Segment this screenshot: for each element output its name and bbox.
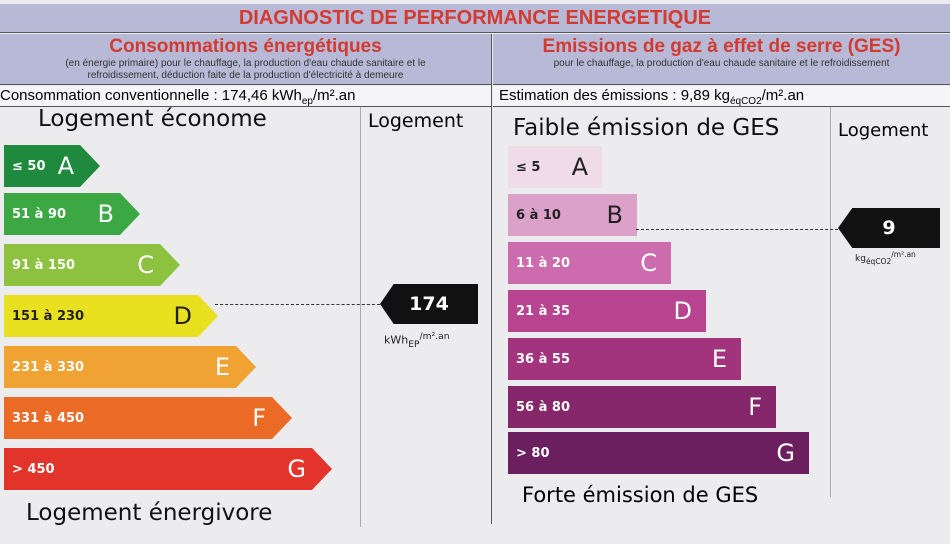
energy-unit-tail: /m².an — [419, 331, 450, 342]
ges-estimation-line: Estimation des émissions : 9,89 kgéqCO2/… — [493, 86, 950, 107]
energy-class-G-bar: > 450 G — [4, 448, 332, 490]
energy-header: Consommations énergétiques (en énergie p… — [0, 34, 491, 85]
ges-class-G-bar: > 80 G — [508, 432, 809, 474]
ges-class-letter: B — [606, 201, 623, 229]
ges-estimation-text: Estimation des émissions : 9,89 kg — [499, 87, 730, 104]
energy-class-range: ≤ 50 — [12, 158, 46, 174]
ges-class-F-bar: 56 à 80 F — [508, 386, 776, 428]
energy-unit-sub: EP — [408, 338, 420, 350]
energy-subtitle-1: (en énergie primaire) pour le chauffage,… — [65, 58, 426, 69]
energy-value-indicator: 174 — [380, 284, 478, 324]
energy-heading: Consommations énergétiques — [109, 36, 382, 57]
ges-top-label: Faible émission de GES — [513, 115, 780, 141]
ges-class-range: 6 à 10 — [516, 207, 561, 223]
energy-class-range: 91 à 150 — [12, 257, 76, 273]
energy-class-range: 331 à 450 — [12, 410, 85, 426]
ges-class-letter: D — [673, 297, 692, 325]
energy-class-letter: F — [252, 404, 266, 432]
energy-pointer-line — [215, 304, 380, 305]
energy-bottom-label: Logement énergivore — [26, 500, 273, 526]
column-divider — [491, 34, 492, 524]
ges-class-C-bar: 11 à 20 C — [508, 242, 671, 284]
energy-class-B-bar: 51 à 90 B — [4, 193, 140, 235]
energy-consumption-sub: ep — [301, 96, 313, 107]
energy-class-range: > 450 — [12, 461, 55, 477]
ges-class-letter: F — [748, 393, 762, 421]
energy-class-E-bar: 231 à 330 E — [4, 346, 256, 388]
energy-class-letter: A — [57, 152, 74, 180]
ges-header: Emissions de gaz à effet de serre (GES) … — [493, 34, 950, 85]
page-title: DIAGNOSTIC DE PERFORMANCE ENERGETIQUE — [0, 4, 950, 33]
energy-class-letter: G — [287, 455, 306, 483]
ges-class-range: 56 à 80 — [516, 399, 571, 415]
ges-class-B-bar: 6 à 10 B — [508, 194, 637, 236]
energy-consumption-text: Consommation conventionnelle : 174,46 kW… — [0, 87, 302, 104]
ges-heading: Emissions de gaz à effet de serre (GES) — [542, 36, 901, 57]
ges-class-range: ≤ 5 — [516, 159, 541, 175]
energy-subtitle-2: refroidissement, déduction faite de la p… — [87, 70, 404, 81]
ges-class-letter: G — [776, 439, 795, 467]
ges-class-letter: E — [711, 345, 727, 373]
ges-value-indicator: 9 — [838, 208, 940, 248]
energy-class-F-bar: 331 à 450 F — [4, 397, 292, 439]
energy-consumption-line: Consommation conventionnelle : 174,46 kW… — [0, 86, 491, 107]
ges-class-letter: A — [571, 153, 588, 181]
energy-class-letter: E — [214, 353, 230, 381]
ges-estimation-unit: /m².an — [761, 87, 805, 104]
energy-class-range: 51 à 90 — [12, 206, 67, 222]
energy-logement-label: Logement — [368, 110, 464, 132]
energy-class-letter: B — [97, 200, 114, 228]
energy-unit-main: kWh — [384, 333, 409, 347]
energy-class-C-bar: 91 à 150 C — [4, 244, 180, 286]
energy-logement-divider — [360, 107, 361, 527]
energy-class-letter: C — [137, 251, 154, 279]
ges-subtitle: pour le chauffage, la production d'eau c… — [553, 58, 890, 69]
ges-pointer-line — [636, 229, 838, 230]
energy-top-label: Logement économe — [38, 106, 267, 132]
ges-class-range: 21 à 35 — [516, 303, 571, 319]
energy-consumption-unit: /m².an — [312, 87, 356, 104]
ges-unit-tail: /m².an — [891, 250, 916, 259]
ges-class-D-bar: 21 à 35 D — [508, 290, 706, 332]
energy-class-range: 231 à 330 — [12, 359, 85, 375]
ges-class-letter: C — [640, 249, 657, 277]
ges-class-range: > 80 — [516, 445, 550, 461]
ges-class-E-bar: 36 à 55 E — [508, 338, 741, 380]
ges-unit-main: kg — [855, 254, 866, 264]
ges-class-range: 36 à 55 — [516, 351, 571, 367]
energy-class-D-bar: 151 à 230 D — [4, 295, 218, 337]
ges-class-range: 11 à 20 — [516, 255, 571, 271]
ges-class-A-bar: ≤ 5 A — [508, 146, 602, 188]
energy-unit: kWhEP/m².an — [384, 331, 450, 350]
ges-unit-sub: éqCO2 — [865, 256, 892, 266]
ges-estimation-sub: éqCO2 — [729, 96, 762, 107]
energy-class-letter: D — [173, 302, 192, 330]
ges-bottom-label: Forte émission de GES — [522, 483, 759, 507]
ges-unit: kgéqCO2/m².an — [855, 250, 916, 266]
energy-class-A-bar: ≤ 50 A — [4, 145, 100, 187]
ges-logement-divider — [830, 107, 831, 497]
energy-class-range: 151 à 230 — [12, 308, 85, 324]
ges-logement-label: Logement — [838, 120, 929, 141]
